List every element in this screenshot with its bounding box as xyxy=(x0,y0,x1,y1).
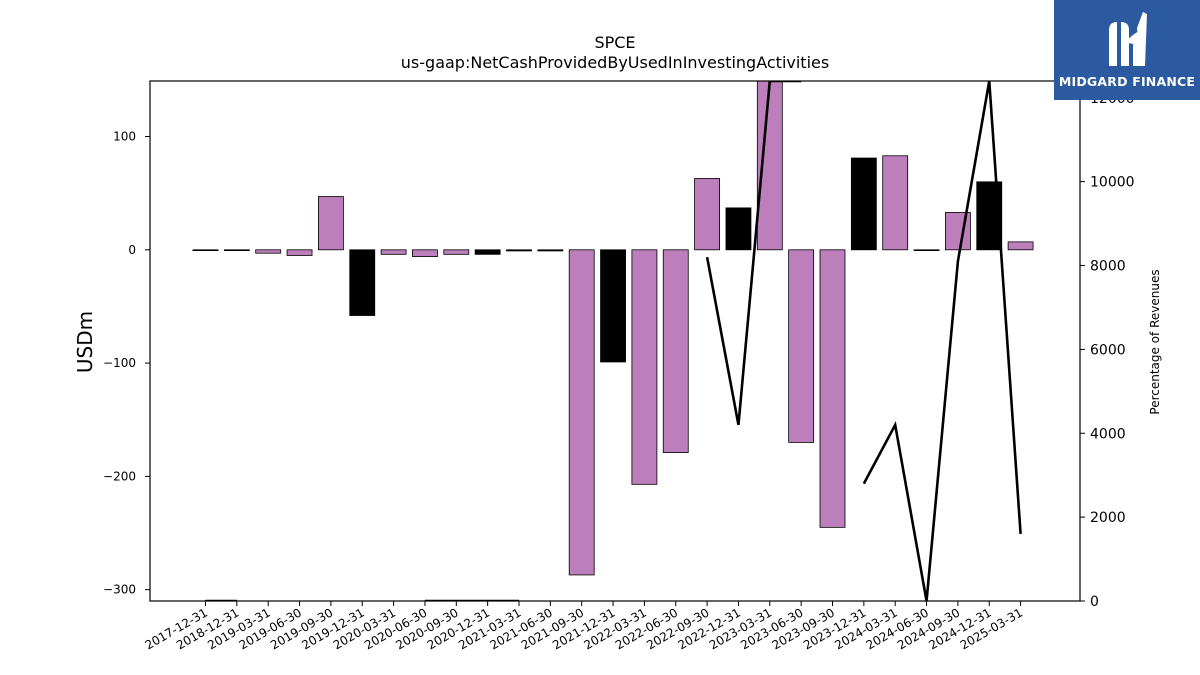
y-tick-label: 0 xyxy=(128,243,136,257)
y-right-tick-label: 0 xyxy=(1090,594,1099,610)
y-axis-label: USDm xyxy=(73,311,97,373)
bar-2021-12-31 xyxy=(600,249,626,363)
plot-frame xyxy=(149,80,1081,602)
y-right-tick-label: 10000 xyxy=(1090,175,1135,191)
bar-2019-06-30 xyxy=(286,249,313,256)
bar-2019-12-31 xyxy=(349,249,376,316)
y-tick-label: −300 xyxy=(103,583,136,597)
bar-2020-06-30 xyxy=(412,249,438,257)
brand-name: MIDGARD FINANCE xyxy=(1058,74,1196,89)
bar-2024-03-31 xyxy=(882,155,909,251)
y-tick-label: −200 xyxy=(103,469,136,483)
bar-2022-09-30 xyxy=(694,178,720,251)
bar-2022-06-30 xyxy=(662,249,689,453)
bar-2022-03-31 xyxy=(631,249,658,485)
bar-2020-09-30 xyxy=(443,249,470,255)
bar-2023-12-31 xyxy=(850,157,877,251)
bar-2024-06-30 xyxy=(913,249,940,252)
bar-2021-06-30 xyxy=(537,249,564,252)
bar-2023-09-30 xyxy=(819,249,846,528)
bar-2017-12-31 xyxy=(192,249,219,252)
bar-2019-09-30 xyxy=(317,196,344,251)
bar-2020-03-31 xyxy=(380,249,407,255)
y-right-tick-label: 8000 xyxy=(1090,259,1126,275)
y-right-tick-label: 4000 xyxy=(1090,426,1126,442)
bar-2025-03-31 xyxy=(1007,241,1034,251)
chart-subtitle: us-gaap:NetCashProvidedByUsedInInvesting… xyxy=(401,53,829,72)
bar-2021-03-31 xyxy=(506,249,532,252)
y-right-tick-label: 6000 xyxy=(1090,342,1126,358)
bar-2018-12-31 xyxy=(223,249,250,252)
bar-2022-12-31 xyxy=(725,207,752,251)
chart-title: SPCE xyxy=(594,33,635,52)
plot-area: −300−200−1000100020004000600080001000012… xyxy=(103,80,1135,652)
brand-logo: MIDGARD FINANCE xyxy=(1054,0,1200,100)
y-tick-label: −100 xyxy=(103,356,136,370)
y-axis-right-label: Percentage of Revenues xyxy=(1148,269,1162,414)
y-right-tick-label: 2000 xyxy=(1090,510,1126,526)
bar-2023-06-30 xyxy=(788,249,815,443)
bar-2020-12-31 xyxy=(474,249,501,255)
midgard-logo-icon xyxy=(1109,12,1147,66)
bar-2021-09-30 xyxy=(568,249,595,576)
bar-2019-03-31 xyxy=(255,249,282,254)
y-tick-label: 100 xyxy=(113,130,136,144)
